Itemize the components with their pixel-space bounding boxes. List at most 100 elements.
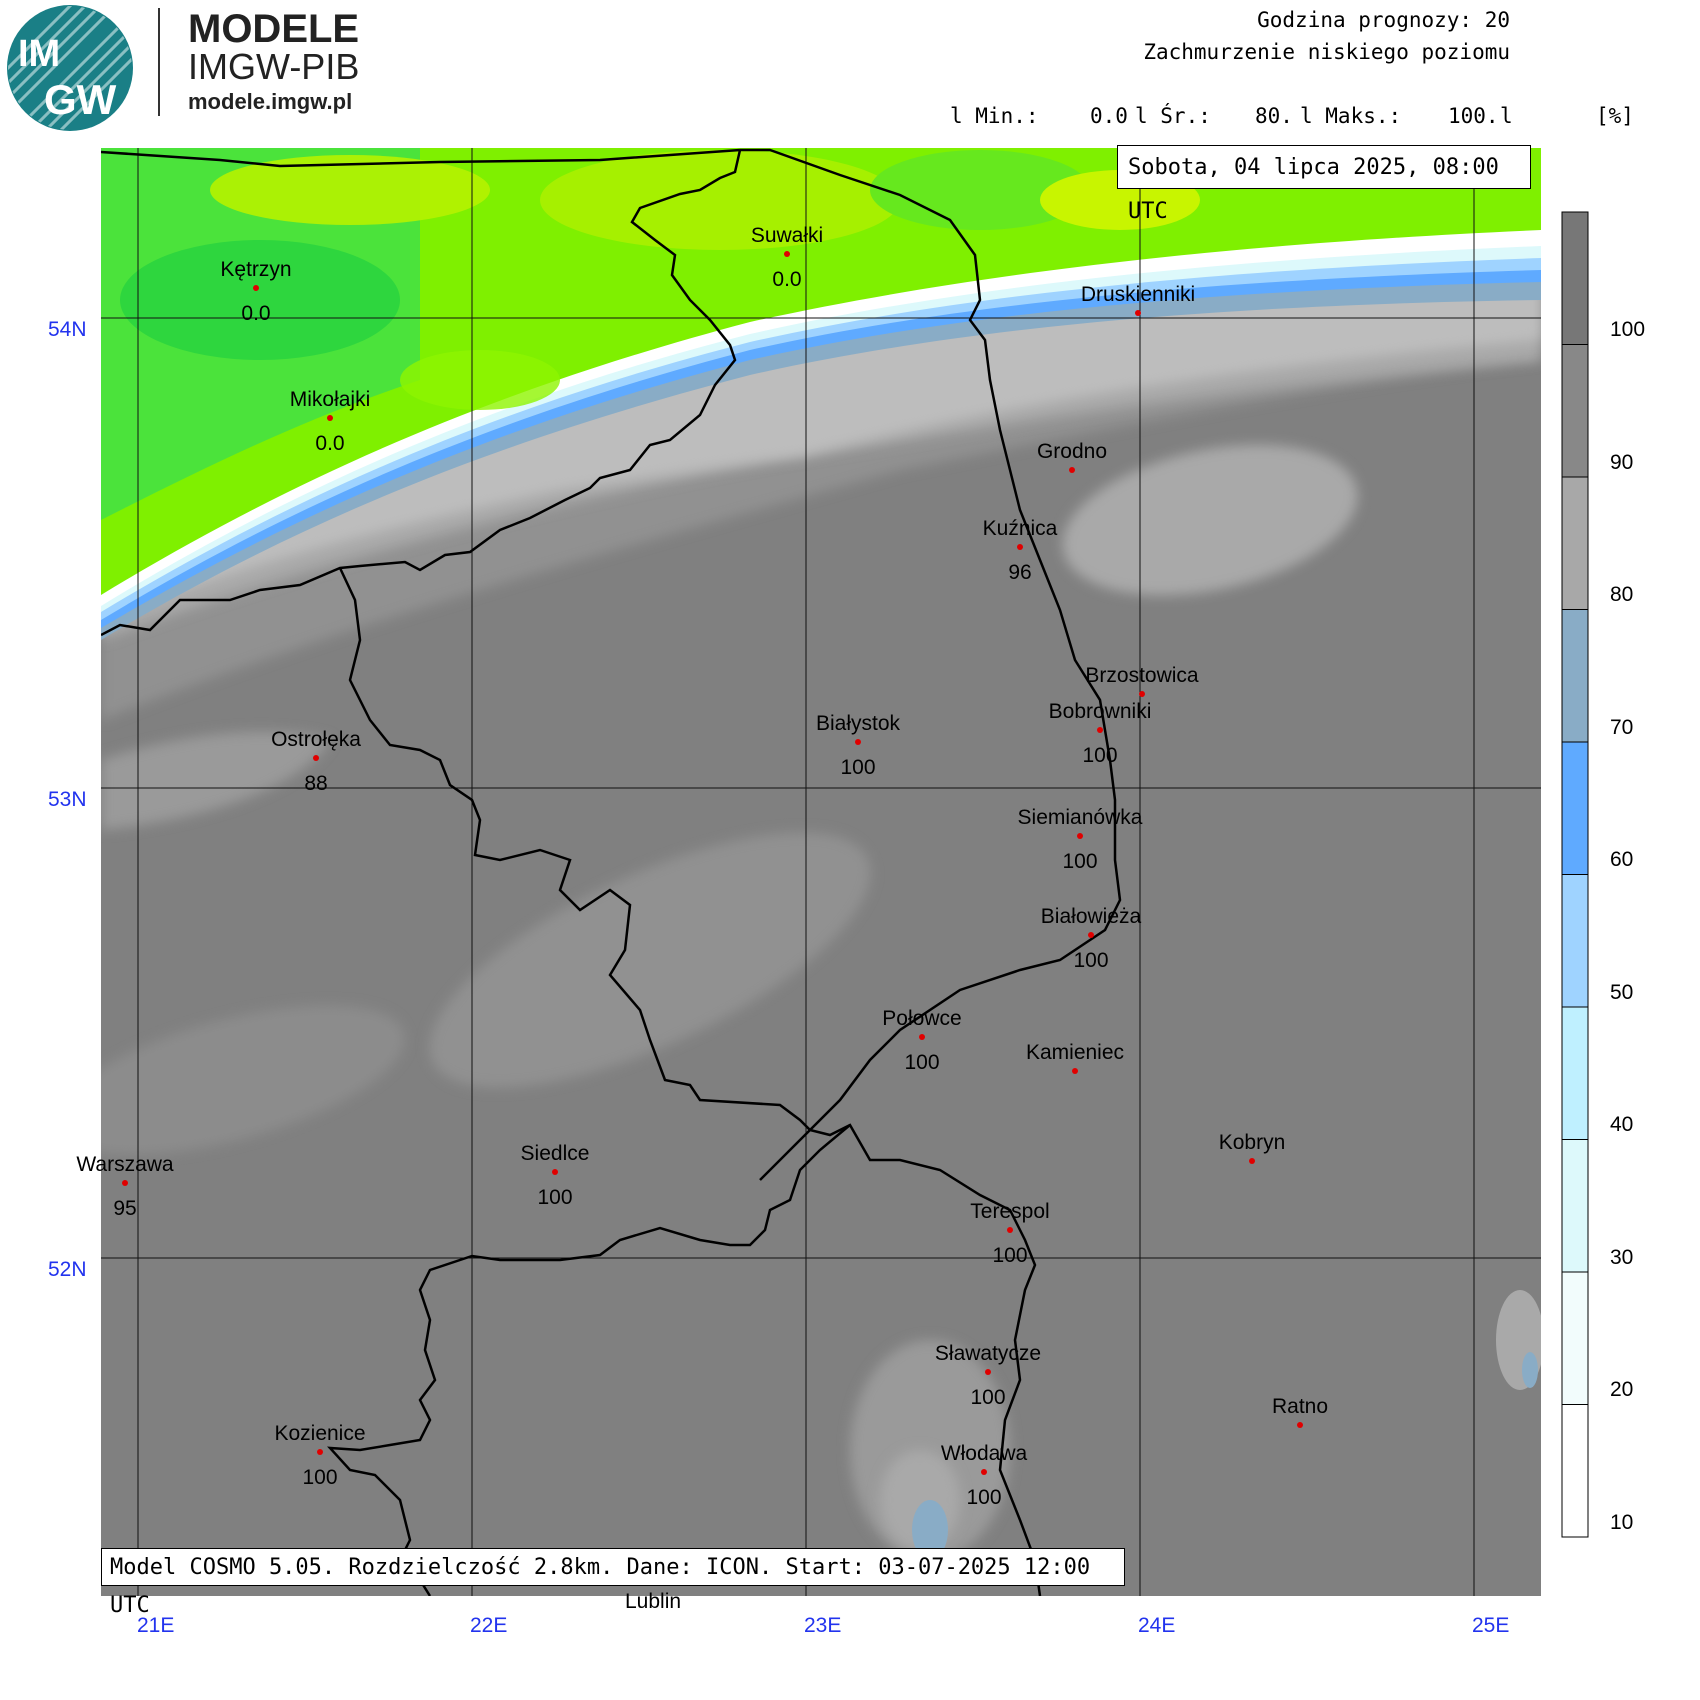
brand-url[interactable]: modele.imgw.pl — [188, 89, 353, 114]
city-dot — [1088, 932, 1094, 938]
lat-label-54: 54N — [48, 318, 87, 341]
city-dot — [1072, 1068, 1078, 1074]
lon-label-24: 24E — [1138, 1614, 1176, 1637]
city-value: 95 — [113, 1197, 137, 1220]
city-value: 88 — [304, 772, 328, 795]
city-name: Brzostowica — [1085, 664, 1199, 687]
brand-title: MODELE — [188, 7, 360, 51]
city-value: 100 — [1082, 744, 1118, 767]
city-value: 100 — [537, 1186, 573, 1209]
parameter-name: Zachmurzenie niskiego poziomu — [1143, 40, 1510, 64]
brand-subtitle: IMGW-PIB — [188, 46, 360, 87]
city-name: Suwałki — [750, 224, 824, 247]
stat-min-value: 0.0 — [1090, 104, 1128, 128]
city-name: Terespol — [970, 1200, 1050, 1223]
city-value: 96 — [1008, 561, 1032, 584]
stat-min-label: l Min.: — [950, 104, 1039, 128]
city-dot — [1077, 833, 1083, 839]
legend-tick: 90 — [1610, 450, 1634, 474]
city-dot — [1097, 727, 1103, 733]
city-dot — [1139, 691, 1145, 697]
legend-swatch — [1561, 1006, 1589, 1140]
stat-avg-label: l Śr.: — [1135, 104, 1211, 128]
brand-block: MODELE IMGW-PIB modele.imgw.pl — [158, 8, 359, 116]
city-name: Włodawa — [940, 1442, 1028, 1465]
imgw-logo: IM GW — [7, 5, 133, 131]
city-dot — [122, 1180, 128, 1186]
city-value: 0.0 — [772, 268, 802, 291]
lat-label-53: 53N — [48, 788, 87, 811]
stat-max-label: l Maks.: — [1300, 104, 1402, 128]
legend-tick: 100 — [1610, 318, 1646, 341]
lon-label-22: 22E — [470, 1614, 508, 1637]
city-name: Mikołajki — [289, 388, 371, 411]
unit-label: [%] — [1596, 104, 1634, 128]
legend-tick: 50 — [1610, 980, 1634, 1004]
city-value: 0.0 — [315, 432, 345, 455]
legend-tick: 20 — [1610, 1378, 1634, 1401]
legend-swatch — [1561, 609, 1589, 743]
city-name: Siemianówka — [1017, 806, 1143, 829]
lon-label-25: 25E — [1472, 1614, 1510, 1637]
city-name: Kozienice — [274, 1422, 366, 1445]
city-dot — [552, 1169, 558, 1175]
forecast-hour: Godzina prognozy: 20 — [1257, 8, 1510, 32]
legend-swatch — [1561, 1404, 1589, 1538]
legend-tick: 60 — [1610, 848, 1634, 871]
lon-label-21: 21E — [137, 1614, 175, 1637]
stat-max-value: 100. — [1448, 104, 1499, 128]
city-name: Kobryn — [1218, 1131, 1286, 1154]
borders — [101, 148, 1122, 1596]
city-dot — [784, 251, 790, 257]
city-dot — [981, 1469, 987, 1475]
city-value: 100 — [966, 1486, 1002, 1509]
coordinate-grid — [101, 148, 1541, 1596]
city-name: Ostrołęka — [271, 728, 361, 751]
city-dot — [985, 1369, 991, 1375]
city-dot — [1069, 467, 1075, 473]
city-value: 100 — [840, 756, 876, 779]
stat-avg-value: 80. — [1255, 104, 1293, 128]
legend-swatch — [1561, 476, 1589, 610]
legend-colorbar — [1561, 211, 1589, 1538]
city-value: 100 — [992, 1244, 1028, 1267]
logo-text-bottom: GW — [44, 76, 117, 123]
city-name: Białowieża — [1040, 905, 1142, 928]
legend-swatch — [1561, 741, 1589, 875]
legend-tick: 80 — [1610, 583, 1634, 606]
legend-swatch — [1561, 1139, 1589, 1273]
city-name: Druskienniki — [1080, 283, 1196, 306]
legend-tick: 70 — [1610, 715, 1634, 739]
city-dot — [855, 739, 861, 745]
city-dot — [317, 1449, 323, 1455]
city-dot — [313, 755, 319, 761]
city-name: Białystok — [815, 712, 901, 735]
city-dot — [919, 1034, 925, 1040]
forecast-date: Sobota, 04 lipca 2025, 08:00 UTC — [1117, 145, 1531, 224]
city-dot — [1007, 1227, 1013, 1233]
logo-text-top: IM — [18, 33, 60, 75]
legend-tick: 30 — [1610, 1245, 1634, 1269]
city-name: Kuźnica — [982, 517, 1058, 540]
city-value: 0.0 — [241, 302, 271, 325]
lon-label-23: 23E — [804, 1614, 842, 1637]
legend-swatch — [1561, 1271, 1589, 1405]
stat-end-sep: l — [1500, 104, 1513, 128]
city-dot — [1297, 1422, 1303, 1428]
city-dot — [1249, 1158, 1255, 1164]
city-name: Połowce — [882, 1007, 962, 1030]
city-dot — [1017, 544, 1023, 550]
lat-label-52: 52N — [48, 1258, 87, 1281]
city-value: 100 — [1062, 850, 1098, 873]
city-name: Grodno — [1036, 440, 1108, 463]
city-name: Kętrzyn — [220, 258, 292, 281]
city-value: 100 — [904, 1051, 940, 1074]
legend-swatch — [1561, 874, 1589, 1008]
model-info: Model COSMO 5.05. Rozdzielczość 2.8km. D… — [101, 1548, 1125, 1618]
city-name: Warszawa — [76, 1153, 174, 1176]
city-value: 100 — [1073, 949, 1109, 972]
city-name: Ratno — [1271, 1395, 1329, 1418]
city-value: 100 — [302, 1466, 338, 1489]
legend-swatch — [1561, 211, 1589, 345]
